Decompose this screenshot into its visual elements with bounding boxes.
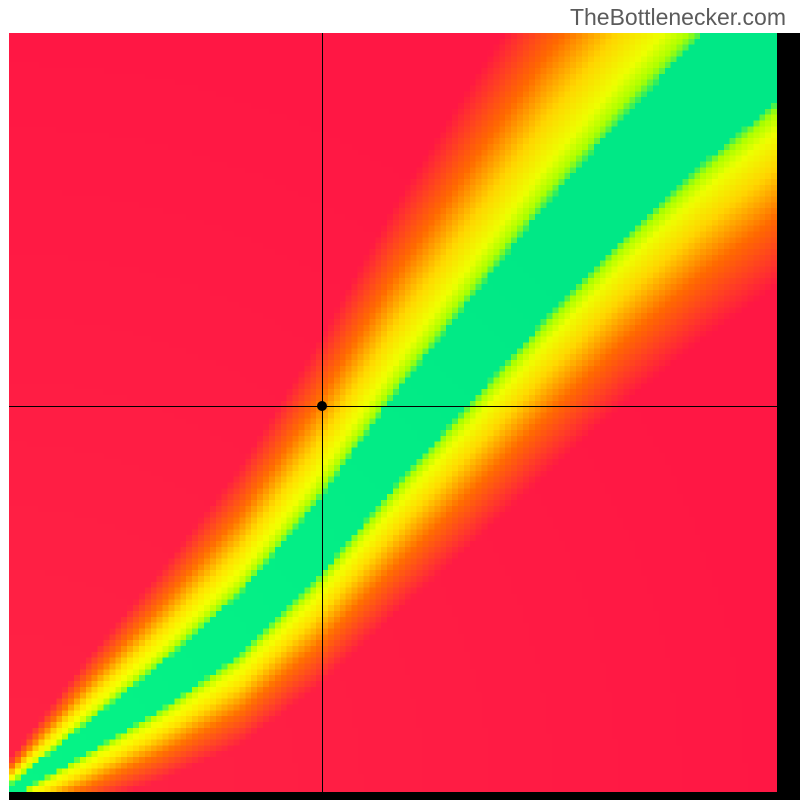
plot-area [9,33,777,792]
crosshair-marker [317,401,327,411]
watermark-text: TheBottlenecker.com [570,4,786,31]
plot-border-bottom [9,792,777,800]
crosshair-vertical [322,33,323,792]
crosshair-horizontal [9,406,777,407]
heatmap-canvas [9,33,777,792]
chart-container: TheBottlenecker.com [0,0,800,800]
plot-border-right [777,33,800,800]
